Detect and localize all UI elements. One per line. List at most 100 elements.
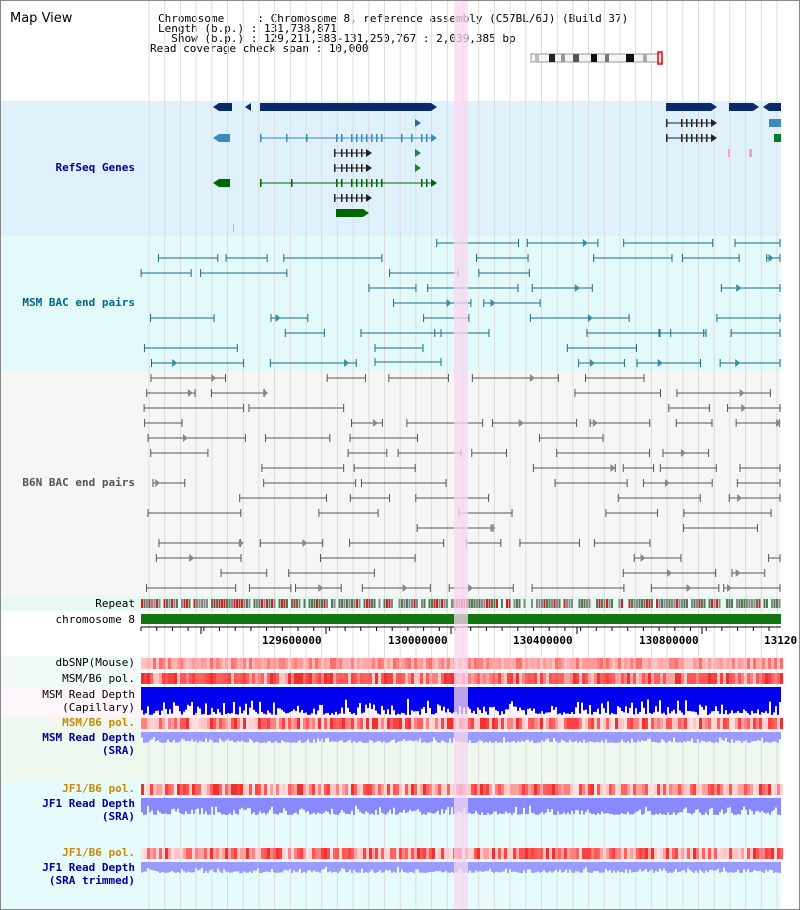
read-depth-bar — [267, 862, 269, 872]
read-depth-bar — [175, 798, 177, 812]
read-depth-bar — [227, 862, 229, 872]
read-depth-bar — [299, 798, 301, 810]
read-depth-bar — [227, 798, 229, 815]
snp-density-cell — [510, 658, 513, 669]
snp-density-cell — [534, 784, 537, 795]
snp-density-cell — [198, 673, 201, 684]
snp-density-cell — [297, 658, 300, 669]
read-depth-bar — [145, 687, 147, 714]
read-depth-bar — [255, 862, 257, 871]
snp-density-cell — [543, 673, 546, 684]
read-depth-bar — [557, 862, 559, 873]
snp-density-cell — [360, 658, 363, 669]
read-depth-bar — [735, 862, 737, 872]
snp-density-cell — [555, 784, 558, 795]
read-depth-bar — [649, 732, 651, 739]
snp-density-cell — [546, 658, 549, 669]
read-depth-bar — [475, 732, 477, 743]
snp-density-cell — [444, 848, 447, 859]
snp-density-cell — [147, 848, 150, 859]
snp-density-cell — [354, 718, 357, 729]
read-depth-bar — [747, 687, 749, 714]
snp-density-cell — [441, 848, 444, 859]
read-depth-bar — [761, 732, 763, 738]
bac-end-arrow — [610, 464, 616, 472]
read-depth-bar — [185, 732, 187, 742]
snp-density-cell — [510, 673, 513, 684]
read-depth-bar — [483, 732, 485, 743]
read-depth-bar — [517, 862, 519, 873]
read-depth-bar — [665, 862, 667, 872]
snp-density-cell — [414, 848, 417, 859]
snp-density-cell — [201, 848, 204, 859]
gene-exon — [260, 103, 431, 111]
repeat-element — [156, 599, 158, 608]
repeat-element — [748, 599, 751, 608]
read-depth-bar — [749, 732, 751, 743]
read-depth-bar — [143, 732, 145, 743]
bac-end-arrow — [741, 404, 747, 412]
snp-density-cell — [447, 848, 450, 859]
read-depth-bar — [763, 732, 765, 743]
read-depth-bar — [435, 862, 437, 871]
read-depth-bar — [753, 798, 755, 815]
bac-end-arrow — [657, 359, 663, 367]
snp-density-cell — [609, 673, 612, 684]
snp-density-cell — [690, 658, 693, 669]
snp-density-cell — [162, 673, 165, 684]
read-depth-bar — [585, 687, 587, 710]
snp-density-cell — [723, 848, 726, 859]
repeat-element — [223, 599, 226, 608]
track-label-refseq[interactable]: RefSeq Genes — [56, 161, 135, 174]
read-depth-bar — [693, 862, 695, 873]
repeat-element — [633, 599, 636, 608]
ideogram-band — [535, 54, 539, 62]
read-depth-bar — [727, 687, 729, 715]
read-depth-bar — [307, 732, 309, 740]
repeat-element — [726, 599, 728, 608]
read-depth-bar — [641, 862, 643, 872]
track-label-b6n-bac[interactable]: B6N BAC end pairs — [22, 476, 135, 489]
snp-density-cell — [609, 718, 612, 729]
read-depth-bar — [601, 687, 603, 704]
bac-end-arrow — [182, 434, 188, 442]
read-depth-bar — [421, 687, 423, 709]
snp-density-cell — [240, 784, 243, 795]
repeat-element — [396, 599, 398, 608]
snp-density-cell — [717, 848, 720, 859]
chromosome-ideogram[interactable] — [530, 51, 663, 65]
snp-density-cell — [378, 673, 381, 684]
read-depth-bar — [313, 687, 315, 709]
read-depth-bar — [667, 687, 669, 708]
snp-density-cell — [732, 673, 735, 684]
bac-end-arrow — [739, 389, 745, 397]
snp-density-cell — [543, 718, 546, 729]
read-depth-bar — [355, 687, 357, 715]
read-depth-bar — [537, 687, 539, 714]
snp-density-cell — [216, 673, 219, 684]
gene-exon — [701, 134, 703, 142]
gene-exon — [666, 119, 668, 127]
read-depth-bar — [747, 732, 749, 743]
snp-density-cell — [159, 718, 162, 729]
track-label-msm-bac[interactable]: MSM BAC end pairs — [22, 296, 135, 309]
snp-density-cell — [678, 673, 681, 684]
snp-density-cell — [300, 848, 303, 859]
snp-density-cell — [345, 673, 348, 684]
read-depth-bar — [513, 798, 515, 813]
gene-exon — [341, 149, 343, 157]
bac-end-arrow — [490, 524, 496, 532]
snp-density-cell — [588, 718, 591, 729]
repeat-element — [336, 599, 338, 608]
read-depth-bar — [201, 732, 203, 742]
read-depth-bar — [153, 687, 155, 714]
snp-density-cell — [765, 673, 768, 684]
read-depth-bar — [423, 862, 425, 873]
read-depth-bar — [699, 798, 701, 813]
snp-density-cell — [390, 673, 393, 684]
snp-density-cell — [144, 658, 147, 669]
snp-density-cell — [330, 673, 333, 684]
snp-density-cell — [756, 673, 759, 684]
snp-density-cell — [753, 658, 756, 669]
snp-density-cell — [540, 673, 543, 684]
